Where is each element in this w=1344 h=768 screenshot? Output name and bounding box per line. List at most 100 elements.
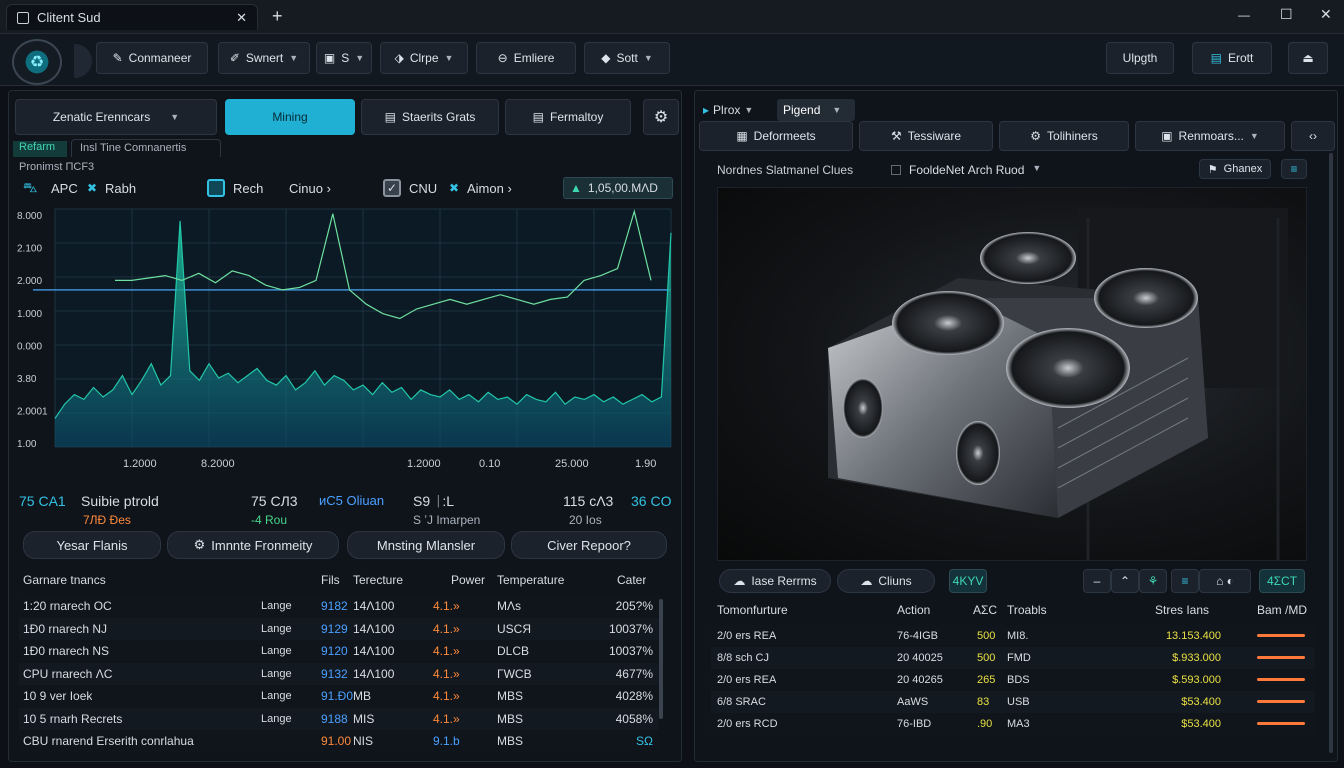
action-yesar[interactable]: Yesar Flanis — [23, 531, 161, 559]
tab-deformeets[interactable]: ▦ Deformeets — [699, 121, 853, 151]
tab-tessiware[interactable]: ⚒ Tessiware — [859, 121, 993, 151]
series-area-apc — [55, 220, 671, 447]
action-mnsting[interactable]: Mnsting Mlansler — [347, 531, 505, 559]
viewer-source-select[interactable]: FooldeNet Αrch Ruod ▼ — [891, 163, 1041, 177]
minimize-button[interactable]: — — [1238, 8, 1250, 22]
toolbar-clrpe[interactable]: ⬗ Clrpe ▼ — [380, 42, 468, 74]
gpu-render-image — [717, 187, 1307, 561]
tab-mining[interactable]: Mining — [225, 99, 355, 135]
table-cell: 4.1.» — [433, 621, 460, 636]
window-tab[interactable]: Clitent Sud ✕ — [6, 4, 258, 30]
subtab-refarm[interactable]: Refarm — [13, 141, 67, 157]
maximize-button[interactable]: ☐ — [1280, 6, 1293, 22]
toolbar-emliere[interactable]: ⊖ Emliere — [476, 42, 576, 74]
table-row[interactable]: 1Ð0 rnarech NS Lange 9120 14Λ100 4.1.» DLCB 10… — [19, 640, 659, 662]
tab-zenatic[interactable]: Zenatic Erenncars ▼ — [15, 99, 217, 135]
action-imnnte[interactable]: ⚙ Imnnte Fronmeity — [167, 531, 339, 559]
toolbar-s[interactable]: ▣ S ▼ — [316, 42, 372, 74]
toolbar-sott[interactable]: ◆ Sott ▼ — [584, 42, 670, 74]
legend-rabh: Rabh — [105, 181, 137, 196]
logo-icon[interactable]: ♻ — [12, 39, 62, 85]
chevron-down-icon: ▼ — [444, 53, 454, 63]
close-window-button[interactable]: ✕ — [1320, 6, 1332, 22]
badge-4kyv[interactable]: 4KYV — [949, 569, 987, 593]
toolbar-conmaneer[interactable]: ✎ Conmaneer — [96, 42, 208, 74]
table-cell: 91.00 — [321, 734, 352, 748]
top-tab-pigend[interactable]: Pigend ▼ — [777, 99, 855, 121]
subtab-insl[interactable]: Insl Tine Comnanertis — [71, 139, 221, 157]
top-tab-plrox[interactable]: ▸ Plrox ▼ — [703, 103, 754, 117]
check-icon[interactable]: ✓ — [383, 179, 401, 197]
list-icon[interactable]: ≡ — [1171, 569, 1199, 593]
table-row[interactable]: 2/0 ers REA 20 40265 265 BDS $.593.000 — [711, 669, 1315, 691]
price-badge[interactable]: ▲ 1,05,00.MΛD — [563, 177, 673, 199]
minus-button[interactable]: – — [1083, 569, 1111, 593]
collapse-icon[interactable]: ‹› — [1291, 121, 1335, 151]
square-icon[interactable] — [207, 179, 225, 197]
wand-icon: ✐ — [229, 51, 240, 65]
toolbar-swnert[interactable]: ✐ Swnert ▼ — [218, 42, 310, 74]
table-cell: ΑaWS — [897, 696, 929, 708]
view-toggle-icon[interactable]: ⌂ ◐ — [1199, 569, 1251, 593]
table-row[interactable]: CPU rnarech ΛC Lange 9132 14Λ100 4.1.» ΓWCB 46… — [19, 662, 659, 685]
table-cell: MIS — [353, 711, 375, 726]
table-row[interactable]: CBU rnarend Erserith conrlahua 91.00 NIS 9.… — [19, 730, 659, 752]
tab-tolihiners[interactable]: ⚙ Tolihiners — [999, 121, 1129, 151]
exit-button[interactable]: ▤ Erott — [1192, 42, 1272, 74]
doc-icon: ▣ — [1161, 129, 1173, 143]
tab-fermaltoy[interactable]: ▤ Fermaltoy — [505, 99, 631, 135]
table-row[interactable]: 8/8 sch CJ 20 40025 500 FMD $.933.000 — [711, 647, 1315, 669]
table-cell: CPU rnarech ΛC — [23, 666, 113, 681]
fan-4 — [1006, 328, 1130, 408]
sprout-icon[interactable]: ⚘ — [1139, 569, 1167, 593]
stat-75ca3: 75 CЛ3 — [251, 493, 298, 509]
table-cell: 10 5 rnarh Recrets — [23, 711, 123, 726]
left-table-scrollbar[interactable] — [659, 599, 663, 719]
table-cell: 265 — [977, 674, 996, 686]
stat-75ca1: 75 CA1 — [19, 493, 66, 509]
tab-renmoars[interactable]: ▣ Renmoars... ▼ — [1135, 121, 1285, 151]
new-tab-button[interactable]: + — [272, 6, 283, 26]
wrench-icon: ⚒ — [890, 129, 902, 143]
table-cell: Lange — [261, 667, 292, 680]
stat-imarpen: S ʼJ Imarpen — [413, 513, 481, 527]
base-rerrms-button[interactable]: ☁ Iase Rerrms — [719, 569, 831, 593]
cliuns-button[interactable]: ☁ Cliuns — [837, 569, 935, 593]
action-civer[interactable]: Civer Repoor? — [511, 531, 667, 559]
up-button[interactable]: ⌃ — [1111, 569, 1139, 593]
table-row[interactable]: 1Ð0 rnarech NJ Lange 9129 14Λ100 4.1.» USCЯ 10… — [19, 617, 659, 640]
x-icon: ✖ — [87, 181, 98, 195]
table-cell: 20 40025 — [897, 652, 943, 664]
table-cell: 4.1.» — [433, 666, 460, 681]
mining-chart: 8.000 2.100 2.000 1.000 0.000 3.80 2.0001 1.00 1… — [17, 208, 672, 470]
chevron-down-icon: ▼ — [170, 112, 180, 122]
table-cell: 4.1.» — [433, 711, 460, 726]
settings-gear-icon[interactable]: ⚙ — [643, 99, 679, 135]
table-cell: 14Λ100 — [353, 621, 395, 636]
menu-icon[interactable]: ≡ — [1281, 159, 1307, 179]
right-scrollbar[interactable] — [1329, 153, 1333, 753]
table-row[interactable]: 2/0 ers REA 76-4IGB 500 MI8. 13.153.400 — [711, 625, 1315, 647]
table-row[interactable]: 10 9 ver Ioek Lange 91.Ð0 MB 4.1.» MBS 4028% — [19, 685, 659, 707]
upgrade-button[interactable]: Ulpgth — [1106, 42, 1174, 74]
tab-staerits[interactable]: ▤ Staerits Grats — [361, 99, 499, 135]
eject-icon[interactable]: ⏏ — [1288, 42, 1328, 74]
window-title: Clitent Sud — [37, 10, 101, 25]
change-button[interactable]: ⚑ Ghanex — [1199, 159, 1271, 179]
gear-icon: ⚙ — [193, 537, 206, 552]
close-tab-icon[interactable]: ✕ — [236, 9, 247, 25]
legend-aimon[interactable]: Aimon › — [467, 181, 512, 196]
right-table: Tomonfurture Action AΣC Troabls Stres Ia… — [711, 599, 1315, 745]
table-row[interactable]: 2/0 ers RCD 76-IBD .90 MA3 $53.400 — [711, 713, 1315, 735]
table-row[interactable]: 6/8 SRAC ΑaWS 83 USB $53.400 — [711, 691, 1315, 713]
table-row[interactable]: 10 5 rnarh Recrets Lange 9188 MIS 4.1.» MBS 40… — [19, 707, 659, 730]
toggle-sidebar-icon[interactable] — [74, 44, 92, 78]
legend-cinuo[interactable]: Cinuo › — [289, 181, 331, 196]
table-row[interactable]: 1:20 rnarech OC Lange 9182 14Λ100 4.1.» MΛs 20… — [19, 595, 659, 617]
badge-4ect[interactable]: 4ΣCT — [1259, 569, 1305, 593]
y-tick-label: 8.000 — [17, 211, 42, 222]
table-cell: 6/8 SRAC — [717, 696, 766, 708]
gear-icon: ⚙ — [1030, 129, 1042, 143]
table-cell: 1Ð0 rnarech NJ — [23, 621, 108, 636]
gpu-rig-illustration — [828, 208, 1288, 560]
